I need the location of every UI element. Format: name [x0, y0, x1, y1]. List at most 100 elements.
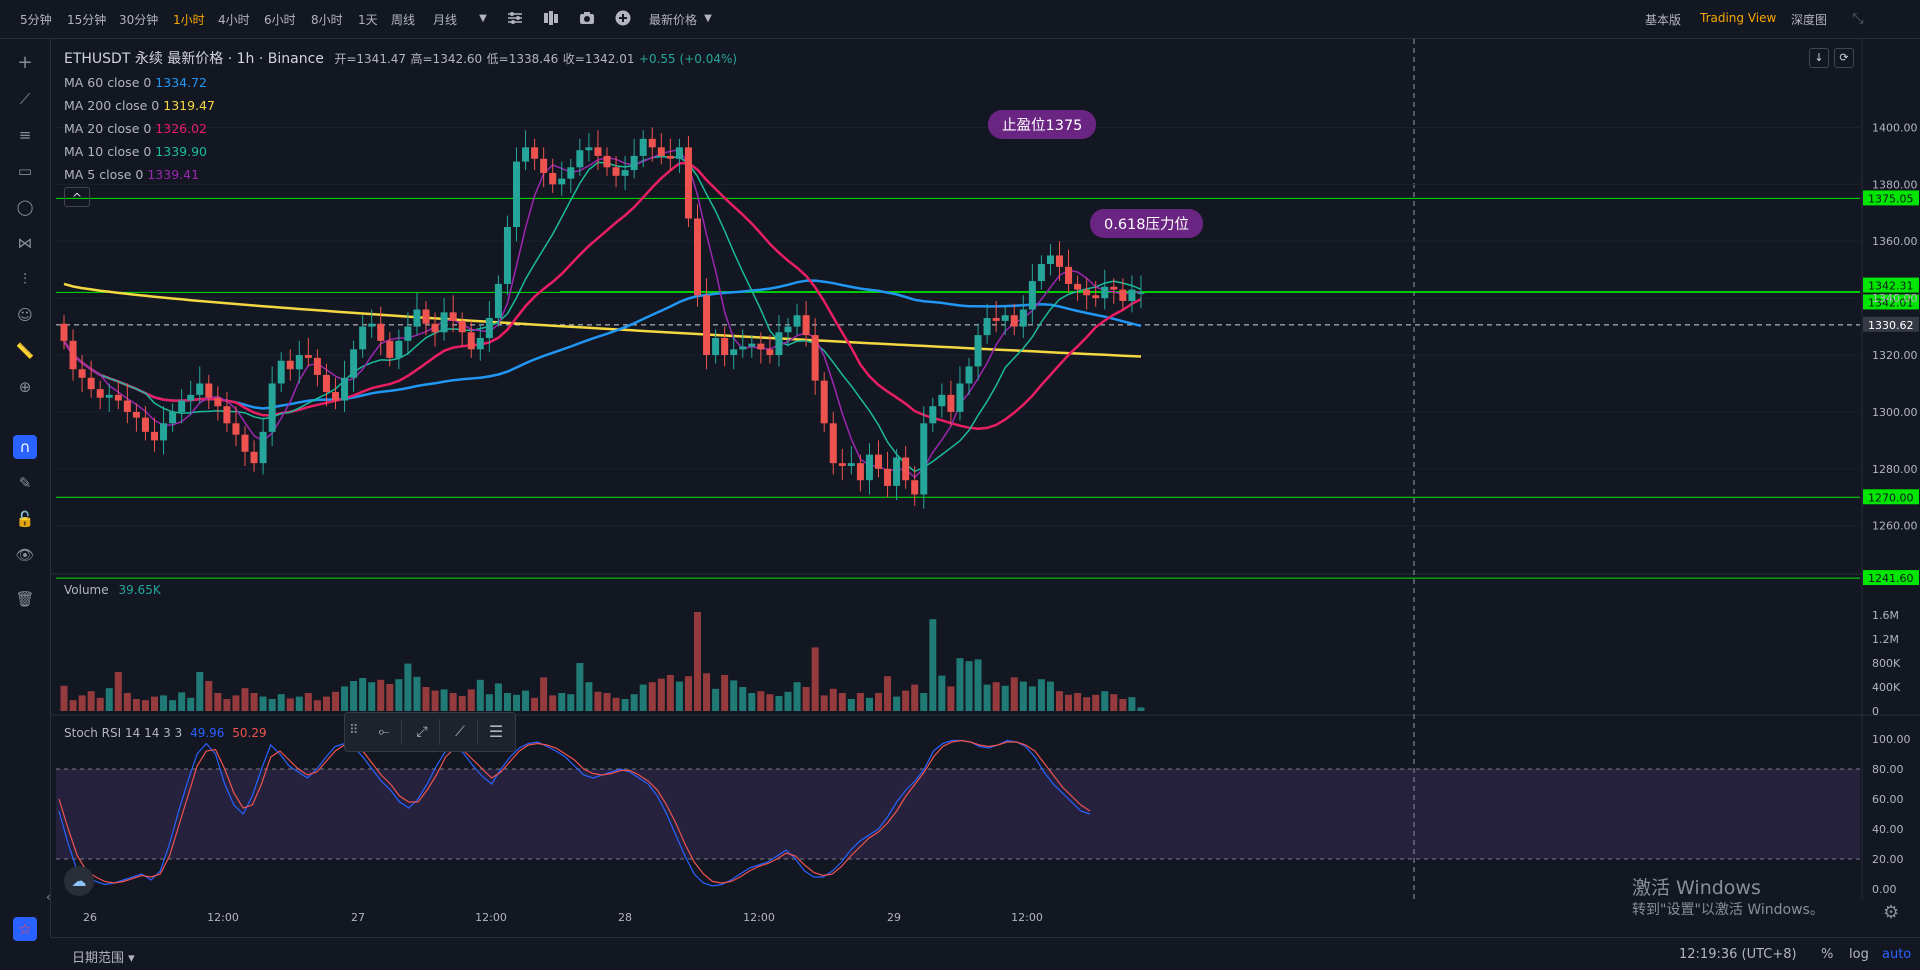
candle-body	[558, 178, 566, 185]
volume-bar	[386, 684, 394, 711]
drag-handle-icon[interactable]: ⠿	[349, 723, 359, 738]
lock-icon[interactable]: 🔓	[15, 510, 35, 528]
volume-bar	[151, 696, 158, 711]
ray-icon[interactable]: ⤢	[405, 719, 440, 745]
price-tick-label: 1320.00	[1872, 349, 1918, 362]
candle-body	[1092, 295, 1100, 299]
stoch-d-value: 50.29	[232, 726, 267, 740]
volume-bar	[838, 693, 846, 711]
tradingview-link[interactable]: Trading View	[1700, 11, 1777, 25]
favorite-star-icon[interactable]: ☆	[13, 917, 37, 941]
candle-body	[205, 383, 213, 398]
chart-area[interactable]: 1375.05 1342.31 1342.01 1330.62 1270.00 1241.…	[50, 39, 1920, 937]
add-icon[interactable]	[613, 9, 633, 29]
indicators-icon[interactable]	[505, 9, 525, 29]
price-tick-label: 1280.00	[1872, 463, 1918, 476]
date-range-button[interactable]: 日期范围 ▾	[72, 951, 135, 966]
ma60-line	[62, 279, 1142, 410]
pattern-icon[interactable]: ⋈	[17, 234, 33, 252]
reset-scale-icon[interactable]: ⟳	[1834, 48, 1854, 68]
timeframe-1h[interactable]: 1小时	[173, 13, 205, 27]
log-toggle[interactable]: log	[1849, 947, 1869, 962]
candle-body	[856, 463, 864, 481]
candle-body	[250, 451, 258, 464]
forecast-icon[interactable]: ⫶	[23, 270, 27, 288]
candle-body	[748, 343, 756, 347]
timeframe-1w[interactable]: 周线	[391, 13, 416, 27]
timeframe-4h[interactable]: 4小时	[218, 13, 250, 27]
stoch-legend: Stoch RSI 14 14 3 3 49.96 50.29	[64, 726, 267, 740]
volume-bar	[884, 676, 892, 711]
timeframe-6h[interactable]: 6小时	[264, 13, 296, 27]
volume-bar	[458, 696, 466, 711]
eye-icon[interactable]: 👁	[15, 546, 35, 564]
candle-body	[458, 320, 466, 333]
trash-icon[interactable]: 🗑	[15, 590, 35, 608]
volume-bar	[295, 696, 303, 711]
candle-body	[277, 360, 285, 384]
trend-line-tool-icon[interactable]: ⟋	[443, 719, 478, 745]
price-type-chevron-icon[interactable]: ▼	[704, 13, 712, 24]
timeframe-1mo[interactable]: 月线	[433, 13, 458, 27]
timeframe-8h[interactable]: 8小时	[311, 13, 343, 27]
depth-chart-link[interactable]: 深度图	[1791, 13, 1828, 27]
candle-body	[359, 326, 367, 350]
price-tick-label: 1360.00	[1872, 235, 1918, 248]
chart-legend: ETHUSDT 永续 最新价格 · 1h · Binance 开=1341.47…	[64, 48, 737, 209]
volume-bar	[684, 676, 692, 711]
candle-body	[1046, 255, 1054, 264]
volume-bar	[440, 689, 448, 711]
scroll-left-icon[interactable]: ‹	[46, 890, 51, 904]
timeframe-dropdown-icon[interactable]: ▼	[479, 13, 487, 24]
volume-bar	[178, 692, 186, 711]
scroll-to-latest-icon[interactable]: ↓	[1809, 48, 1829, 68]
tradingview-logo-icon[interactable]: ☁	[64, 866, 94, 896]
volume-bar	[639, 684, 647, 711]
trend-line-icon[interactable]: ⟋	[19, 90, 31, 108]
pencil-lock-icon[interactable]: ✎	[18, 474, 32, 492]
candle-body	[1137, 292, 1145, 294]
volume-bar	[956, 658, 964, 711]
volume-legend: Volume 39.65K	[64, 583, 161, 597]
close-value: 收=1342.01	[562, 52, 635, 66]
zoom-icon[interactable]: ⊕	[18, 378, 32, 396]
ma20-value: 1326.02	[155, 121, 207, 136]
horizontal-line-icon[interactable]: ⟜	[367, 719, 402, 745]
fib-resistance-annotation[interactable]: 0.618压力位	[1090, 209, 1204, 238]
comment-icon[interactable]: ◯	[16, 198, 34, 216]
candle-body	[983, 318, 991, 336]
volume-bar	[1092, 694, 1100, 711]
legend-collapse-button[interactable]: ^	[64, 187, 90, 207]
camera-icon[interactable]	[577, 9, 597, 29]
ruler-icon[interactable]: 📏	[15, 342, 35, 360]
emoji-icon[interactable]: ☺	[17, 306, 33, 324]
candle-body	[322, 374, 330, 393]
timeframe-5m[interactable]: 5分钟	[20, 13, 52, 27]
volume-bar	[739, 687, 747, 711]
low-value: 低=1338.46	[486, 52, 559, 66]
parallel-lines-icon[interactable]: ☰	[488, 722, 504, 741]
candle-body	[657, 147, 665, 156]
percent-toggle[interactable]: %	[1821, 947, 1834, 962]
candle-style-icon[interactable]	[541, 9, 561, 29]
settings-gear-icon[interactable]: ⚙	[1883, 902, 1900, 923]
basic-view-link[interactable]: 基本版	[1645, 13, 1682, 27]
take-profit-annotation[interactable]: 止盈位1375	[988, 110, 1097, 139]
price-type-select[interactable]: 最新价格	[649, 13, 698, 27]
candle-body	[295, 355, 303, 370]
volume-bar	[865, 697, 873, 711]
magnet-icon[interactable]: ∩	[13, 435, 37, 459]
volume-bar	[983, 684, 991, 711]
crosshair-icon[interactable]: +	[17, 52, 33, 73]
horizontal-lines-icon[interactable]: ≡	[18, 126, 32, 144]
candle-body	[386, 340, 394, 358]
candle-body	[78, 369, 86, 378]
timeframe-30m[interactable]: 30分钟	[119, 13, 159, 27]
collapse-icon[interactable]: ⤡	[1852, 11, 1864, 27]
timeframe-15m[interactable]: 15分钟	[67, 13, 107, 27]
timeframe-1d[interactable]: 1天	[358, 13, 378, 27]
auto-toggle[interactable]: auto	[1882, 947, 1912, 962]
price-level-label: 1270.00	[1868, 491, 1914, 504]
rectangle-icon[interactable]: ▭	[17, 162, 33, 180]
candle-body	[1119, 289, 1127, 301]
